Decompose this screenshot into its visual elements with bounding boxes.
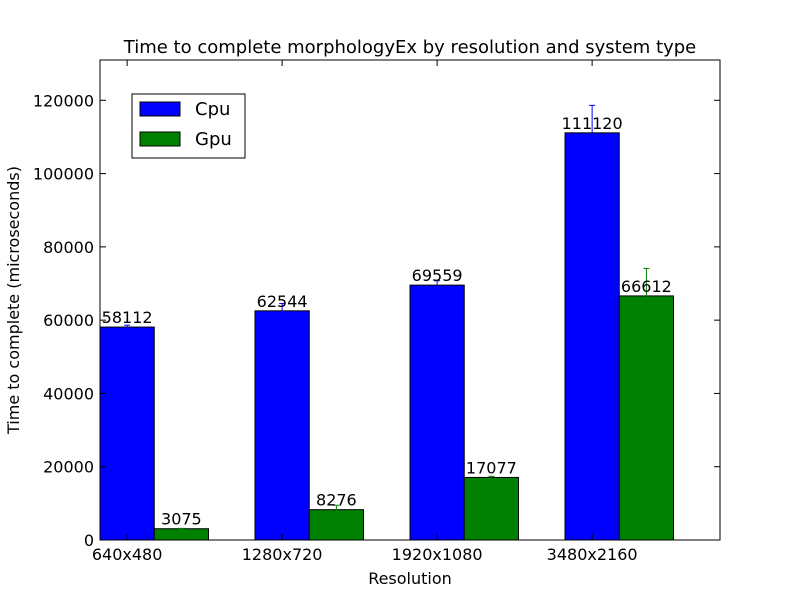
- x-tick-label: 3480x2160: [547, 545, 638, 564]
- data-label-cpu-1280x720: 62544: [257, 292, 308, 311]
- bar-gpu-1920x1080: [463, 476, 519, 541]
- y-tick-label: 60000: [43, 311, 94, 330]
- data-label-gpu-3480x2160: 66612: [621, 277, 672, 296]
- x-tick-label: 1280x720: [242, 545, 323, 564]
- legend-swatch-gpu: [139, 131, 181, 147]
- chart-title: Time to complete morphologyEx by resolut…: [123, 37, 696, 58]
- y-tick-label: 120000: [33, 91, 94, 110]
- y-tick-label: 100000: [33, 165, 94, 184]
- data-label-cpu-640x480: 58112: [102, 308, 153, 327]
- x-tick-label: 640x480: [92, 545, 163, 564]
- plot-frame: [99, 59, 721, 541]
- legend: Cpu Gpu: [131, 93, 246, 159]
- y-tick-label: 20000: [43, 458, 94, 477]
- legend-swatch-cpu: [139, 101, 181, 117]
- bar-gpu-640x480: [153, 528, 209, 541]
- x-axis-label: Resolution: [368, 569, 452, 588]
- data-label-gpu-1920x1080: 17077: [466, 458, 517, 477]
- data-label-gpu-640x480: 3075: [161, 510, 202, 529]
- bar-cpu-3480x2160: [564, 132, 620, 541]
- y-tick-label: 80000: [43, 238, 94, 257]
- data-label-cpu-1920x1080: 69559: [412, 266, 463, 285]
- legend-label-cpu: Cpu: [195, 99, 230, 120]
- data-label-cpu-3480x2160: 111120: [562, 114, 623, 133]
- legend-label-gpu: Gpu: [195, 129, 232, 150]
- bar-cpu-1920x1080: [409, 284, 465, 541]
- y-axis-label: Time to complete (microseconds): [4, 166, 23, 435]
- bar-gpu-3480x2160: [618, 295, 674, 541]
- y-tick-label: 40000: [43, 384, 94, 403]
- bar-cpu-1280x720: [254, 310, 310, 541]
- data-label-gpu-1280x720: 8276: [316, 491, 357, 510]
- y-tick-label: 0: [84, 531, 94, 550]
- x-tick-label: 1920x1080: [392, 545, 483, 564]
- bar-cpu-640x480: [99, 326, 155, 541]
